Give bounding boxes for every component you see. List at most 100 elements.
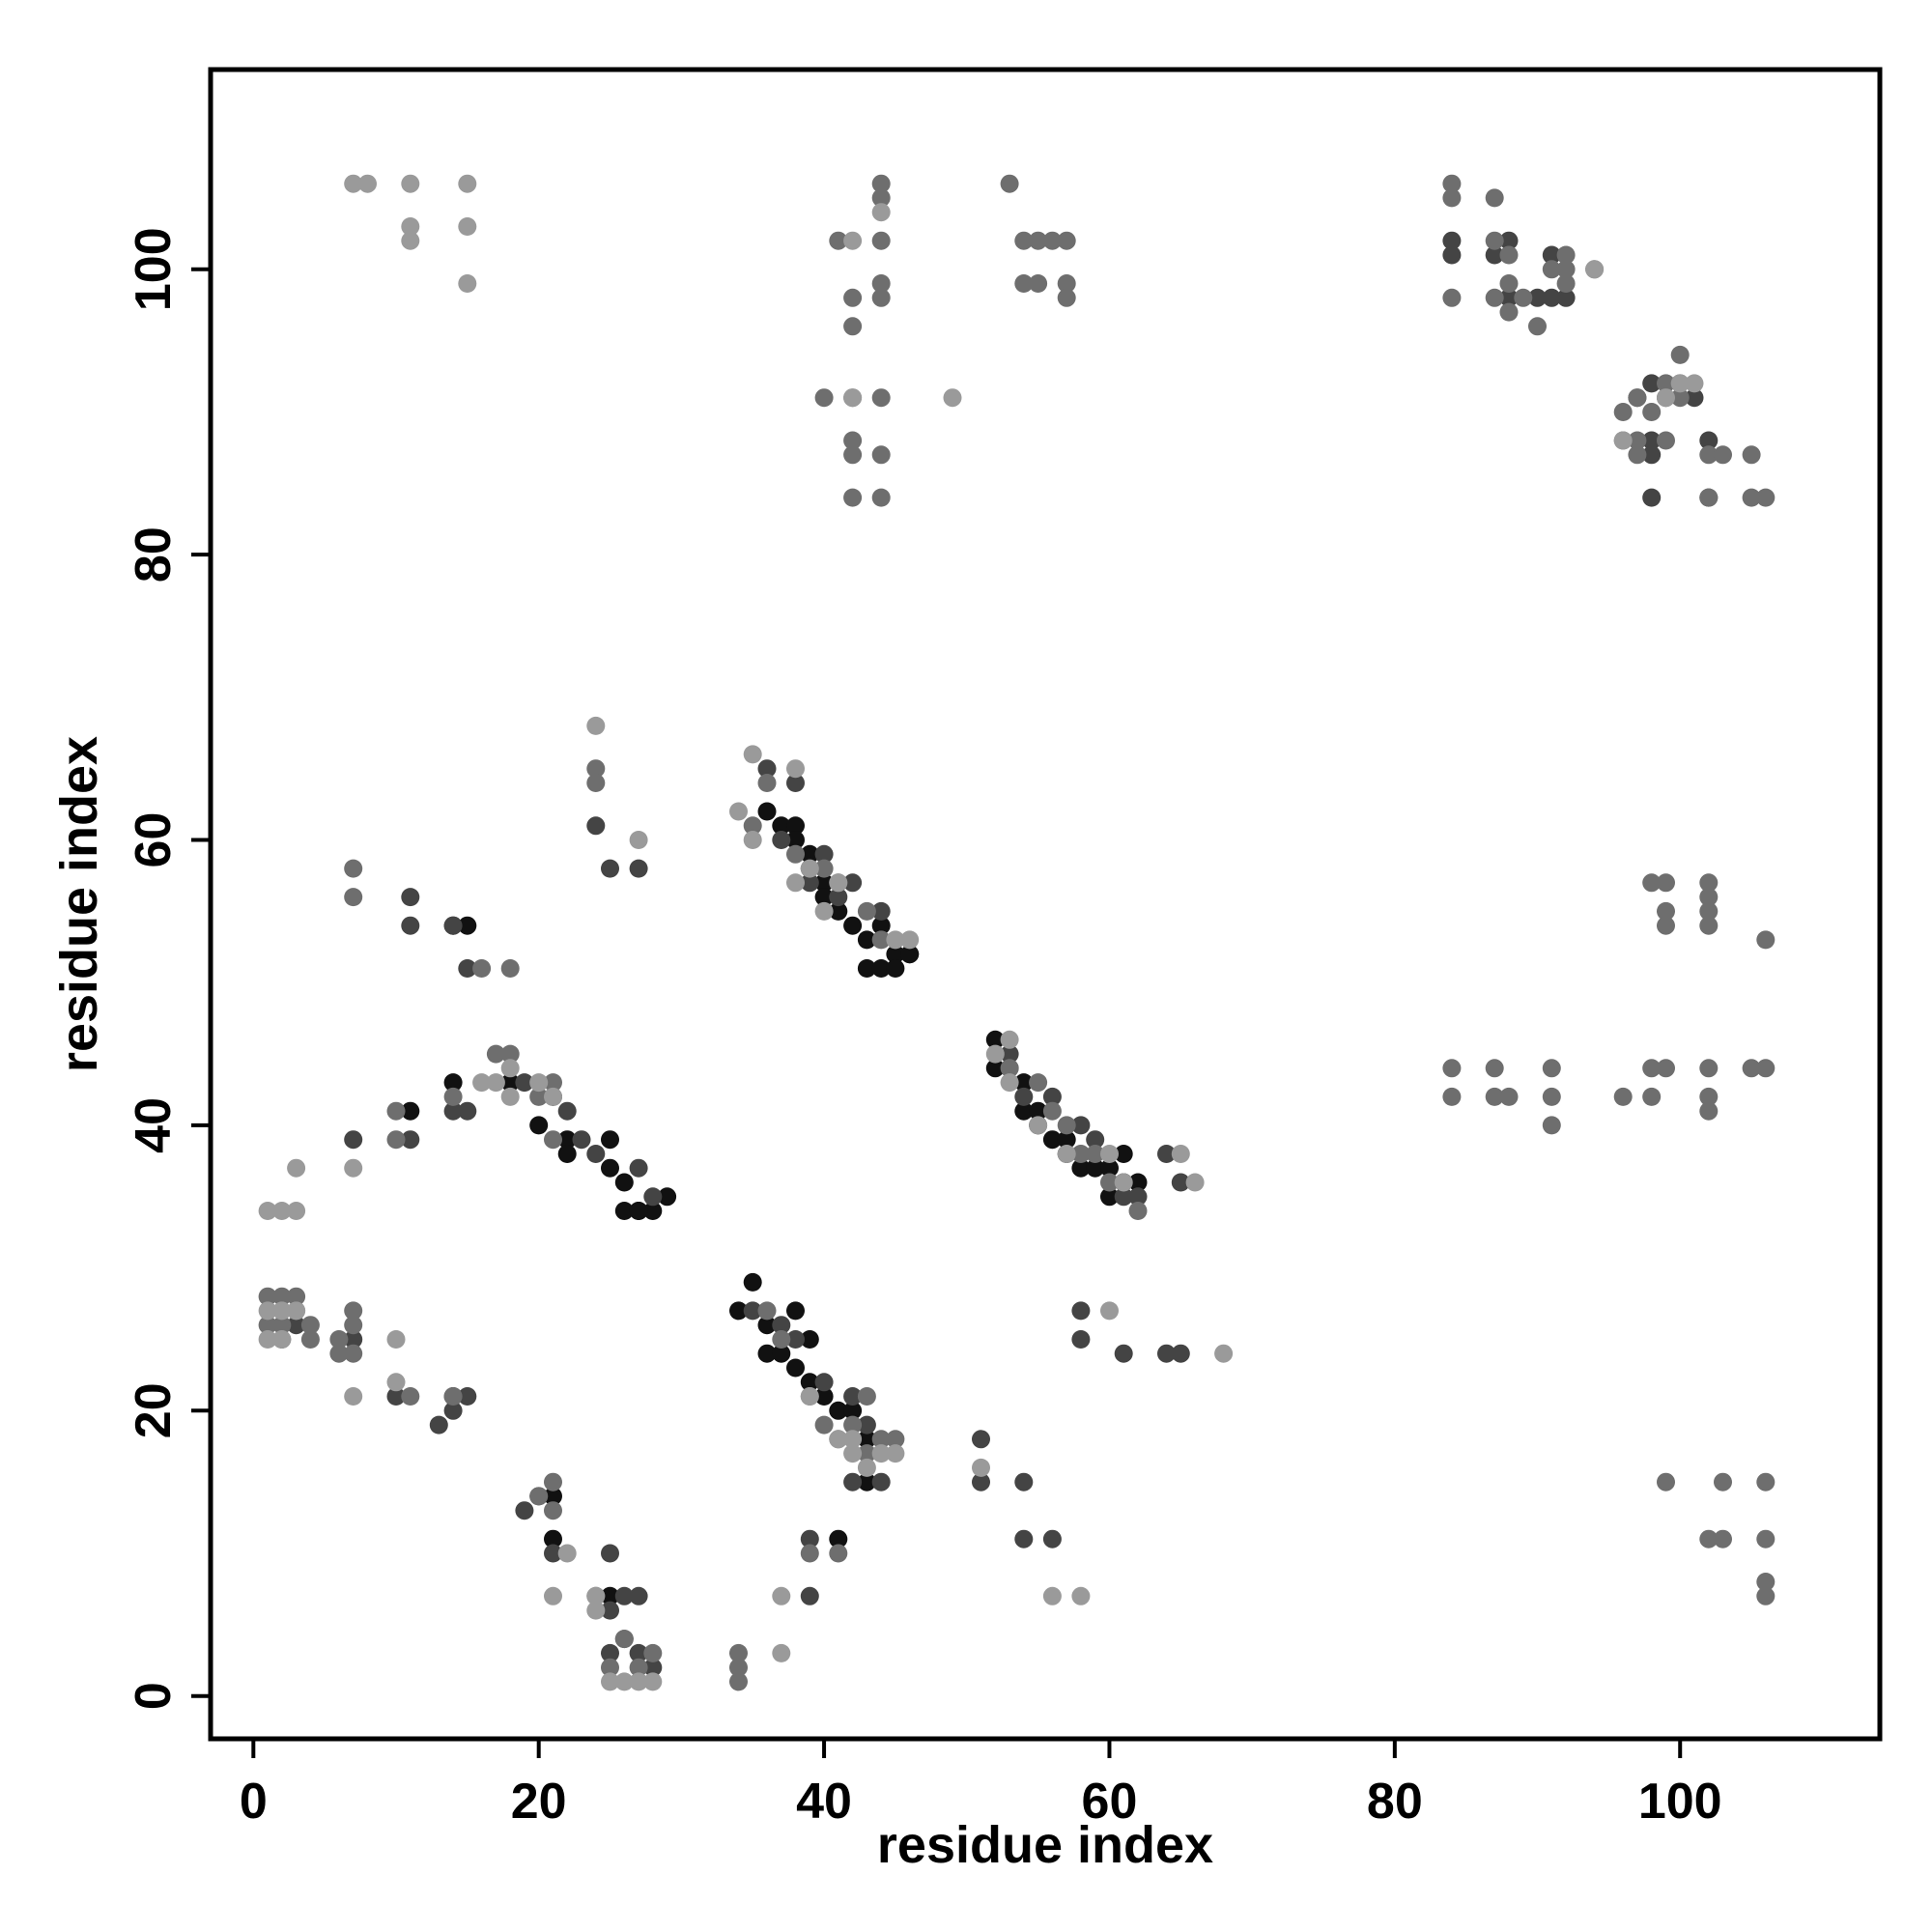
- contact-point: [757, 759, 777, 779]
- contact-point: [871, 288, 891, 307]
- contact-point: [1442, 245, 1462, 265]
- contact-point: [586, 1145, 606, 1163]
- contact-point: [729, 1643, 748, 1662]
- contact-point: [601, 1601, 619, 1620]
- contact-point: [614, 1586, 634, 1605]
- contact-point: [1756, 1586, 1776, 1605]
- contact-point: [544, 1544, 562, 1563]
- contact-point: [515, 1073, 534, 1093]
- contact-point: [300, 1316, 320, 1335]
- contact-point: [1585, 260, 1605, 279]
- contact-point: [458, 916, 477, 935]
- contact-point: [729, 1672, 748, 1691]
- contact-point: [1042, 1529, 1062, 1548]
- contact-point: [786, 1358, 805, 1378]
- contact-point: [458, 1101, 477, 1121]
- contact-point: [843, 873, 863, 893]
- contact-point: [1014, 1073, 1034, 1093]
- contact-point: [1556, 245, 1576, 265]
- contact-point: [1114, 1173, 1133, 1192]
- contact-point: [871, 916, 891, 935]
- contact-point: [386, 1373, 406, 1392]
- contact-point: [1699, 1059, 1719, 1078]
- contact-point: [1100, 1145, 1119, 1163]
- contact-point: [814, 873, 834, 893]
- contact-point: [614, 1173, 634, 1192]
- contact-point: [1071, 1145, 1091, 1163]
- contact-point: [358, 174, 377, 193]
- contact-point: [757, 1301, 777, 1321]
- contact-point: [272, 1301, 292, 1321]
- contact-point: [857, 1430, 876, 1449]
- contact-point: [1742, 445, 1761, 465]
- contact-point: [985, 1059, 1005, 1078]
- contact-point: [401, 1101, 420, 1121]
- contact-point: [287, 1202, 306, 1220]
- contact-point: [829, 1430, 848, 1449]
- contact-point: [486, 1073, 505, 1093]
- contact-point: [1042, 1101, 1062, 1121]
- points-layer: [258, 174, 1776, 1691]
- contact-point: [601, 859, 619, 878]
- contact-point: [843, 1472, 863, 1492]
- contact-point: [985, 1044, 1005, 1064]
- contact-point: [814, 888, 834, 907]
- contact-point: [472, 959, 492, 978]
- contact-point: [1699, 1101, 1719, 1121]
- contact-point: [857, 959, 876, 978]
- contact-point: [344, 859, 363, 878]
- contact-point: [743, 831, 762, 849]
- y-tick-label: 20: [126, 1382, 182, 1438]
- contact-point: [1699, 445, 1719, 465]
- contact-point: [1157, 1145, 1176, 1163]
- contact-point: [1499, 288, 1519, 307]
- contact-point: [943, 388, 962, 408]
- contact-point: [1442, 1059, 1462, 1078]
- contact-point: [1714, 1529, 1732, 1548]
- contact-point: [586, 1586, 606, 1605]
- contact-point: [886, 1430, 905, 1449]
- contact-point: [857, 1458, 876, 1477]
- contact-point: [1485, 288, 1504, 307]
- contact-point: [344, 1344, 363, 1363]
- x-axis: 0 20 40 60 80 100: [240, 1739, 1722, 1830]
- x-tick-label: 60: [1082, 1774, 1138, 1830]
- contact-point: [1699, 888, 1719, 907]
- contact-point: [272, 1202, 292, 1220]
- contact-point: [529, 1087, 549, 1106]
- contact-point: [586, 716, 606, 735]
- contact-point: [1657, 1059, 1675, 1078]
- contact-point: [772, 1586, 791, 1605]
- contact-point: [743, 816, 762, 836]
- contact-point: [1714, 445, 1732, 465]
- contact-point: [272, 1287, 292, 1306]
- contact-point: [1086, 1145, 1105, 1163]
- contact-point: [1442, 174, 1462, 193]
- contact-point: [629, 1658, 648, 1677]
- contact-point: [1157, 1344, 1176, 1363]
- contact-point: [629, 1158, 648, 1178]
- contact-point: [871, 1472, 891, 1492]
- contact-point: [601, 1158, 619, 1178]
- contact-point: [1670, 374, 1690, 393]
- contact-point: [1642, 445, 1662, 465]
- contact-point: [386, 1330, 406, 1349]
- contact-point: [843, 1415, 863, 1435]
- contact-point: [258, 1330, 277, 1349]
- contact-point: [1756, 1472, 1776, 1492]
- contact-point: [1100, 1187, 1119, 1207]
- contact-point: [800, 1373, 819, 1392]
- contact-point: [500, 959, 520, 978]
- contact-point: [614, 1630, 634, 1649]
- contact-point: [1014, 1472, 1034, 1492]
- contact-point: [1670, 345, 1690, 364]
- contact-point: [871, 959, 891, 978]
- contact-point: [972, 1458, 990, 1477]
- contact-point: [658, 1187, 677, 1207]
- contact-point: [1556, 260, 1576, 279]
- contact-point: [1657, 431, 1675, 450]
- contact-point: [1057, 1116, 1076, 1135]
- contact-point: [1057, 288, 1076, 307]
- contact-point: [500, 1087, 520, 1106]
- contact-point: [472, 1073, 492, 1093]
